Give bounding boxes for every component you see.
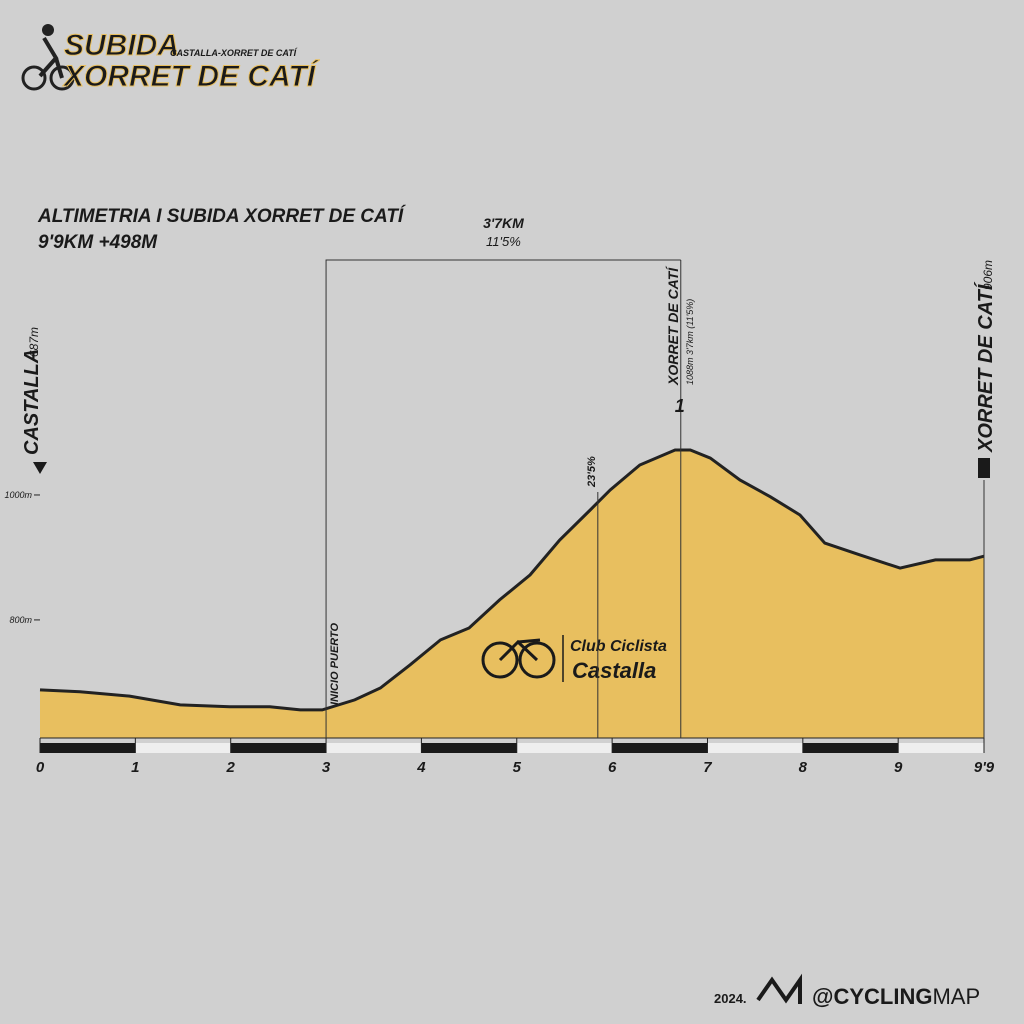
distance-bar-segment — [421, 743, 517, 753]
distance-bar-segment — [40, 743, 136, 753]
distance-bar-segment — [898, 743, 984, 753]
bike-icon — [518, 641, 556, 679]
finish-name: XORRET DE CATÍ — [974, 281, 997, 453]
footer-year: 2024. — [714, 991, 747, 1006]
brand-icon — [756, 973, 802, 1004]
elevation-area — [40, 450, 984, 738]
distance-bar-segment — [135, 743, 231, 753]
y-tick-label: 800m — [9, 615, 32, 625]
x-tick-label: 5 — [513, 759, 522, 776]
wheel-icon — [21, 65, 47, 91]
x-tick-label: 9 — [894, 759, 903, 776]
x-tick-label: 8 — [799, 759, 808, 776]
distance-bar-segment — [326, 743, 422, 753]
distance-bar-segment — [707, 743, 803, 753]
x-tick-label: 3 — [322, 759, 331, 776]
rider-icon — [38, 36, 64, 79]
footer-brand: @CYCLINGMAP — [812, 984, 980, 1009]
distance-bar-segment — [802, 743, 899, 753]
finish-flag — [978, 458, 990, 478]
logo-subtitle: CASTALLA-XORRET DE CATÍ — [170, 48, 298, 58]
chart-title: ALTIMETRIA I SUBIDA XORRET DE CATÍ — [37, 205, 407, 227]
climb-gradient: 11'5% — [486, 234, 521, 249]
climb-distance: 3'7KM — [483, 215, 524, 231]
club-name: Club Ciclista — [570, 638, 667, 655]
finish-elevation: 906m — [981, 260, 995, 290]
brand-bold: @CYCLING — [812, 984, 932, 1009]
logo-title: SUBIDA — [64, 29, 179, 62]
club-name: Castalla — [572, 658, 656, 683]
brand-light: MAP — [932, 984, 980, 1009]
logo: SUBIDA XORRET DE CATÍ CASTALLA-XORRET DE… — [21, 24, 320, 94]
x-tick-label: 1 — [131, 759, 139, 776]
watermark: Club Ciclista Castalla — [481, 635, 667, 683]
summit-detail: 1088m 3'7km (11'5%) — [685, 299, 695, 385]
wheel-icon — [49, 65, 75, 91]
max-gradient-label: 23'5% — [586, 456, 598, 488]
distance-bar-segment — [230, 743, 327, 753]
y-tick-label: 1000m — [4, 490, 32, 500]
x-tick-label: 4 — [416, 759, 426, 776]
x-tick-label: 2 — [226, 759, 236, 776]
climb-bracket — [325, 259, 681, 738]
start-name: CASTALLA — [21, 349, 43, 455]
start-marker — [33, 462, 47, 474]
bike-icon — [498, 638, 541, 662]
x-tick-label: 9'9 — [974, 759, 995, 776]
elevation-line — [39, 448, 985, 712]
x-tick-label: 6 — [608, 759, 617, 776]
x-tick-label: 7 — [703, 759, 712, 776]
logo-title: XORRET DE CATÍ — [62, 59, 320, 93]
climb-start-label: INICIO PUERTO — [329, 622, 341, 705]
bike-icon — [481, 641, 519, 679]
summit-category: 1 — [675, 396, 685, 416]
start-elevation: 687m — [27, 327, 41, 357]
summit-name: XORRET DE CATÍ — [665, 266, 681, 386]
rider-icon — [42, 24, 54, 36]
distance-bar-segment — [516, 743, 613, 753]
x-tick-label: 0 — [36, 759, 45, 776]
chart-subtitle: 9'9KM +498M — [38, 232, 158, 253]
distance-bar-segment — [612, 743, 708, 753]
